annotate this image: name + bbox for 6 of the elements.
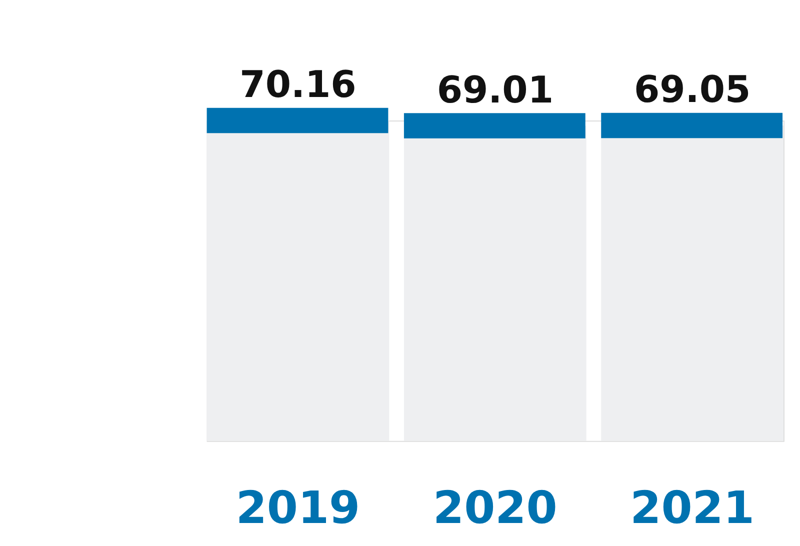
x-tick-label: 2019: [236, 482, 360, 534]
data-label: 69.05: [634, 68, 751, 112]
x-tick-label: 2020: [432, 482, 558, 534]
data-label: 69.01: [436, 68, 554, 112]
x-tick-label: 2021: [630, 482, 754, 534]
data-label: 70.16: [240, 63, 356, 106]
